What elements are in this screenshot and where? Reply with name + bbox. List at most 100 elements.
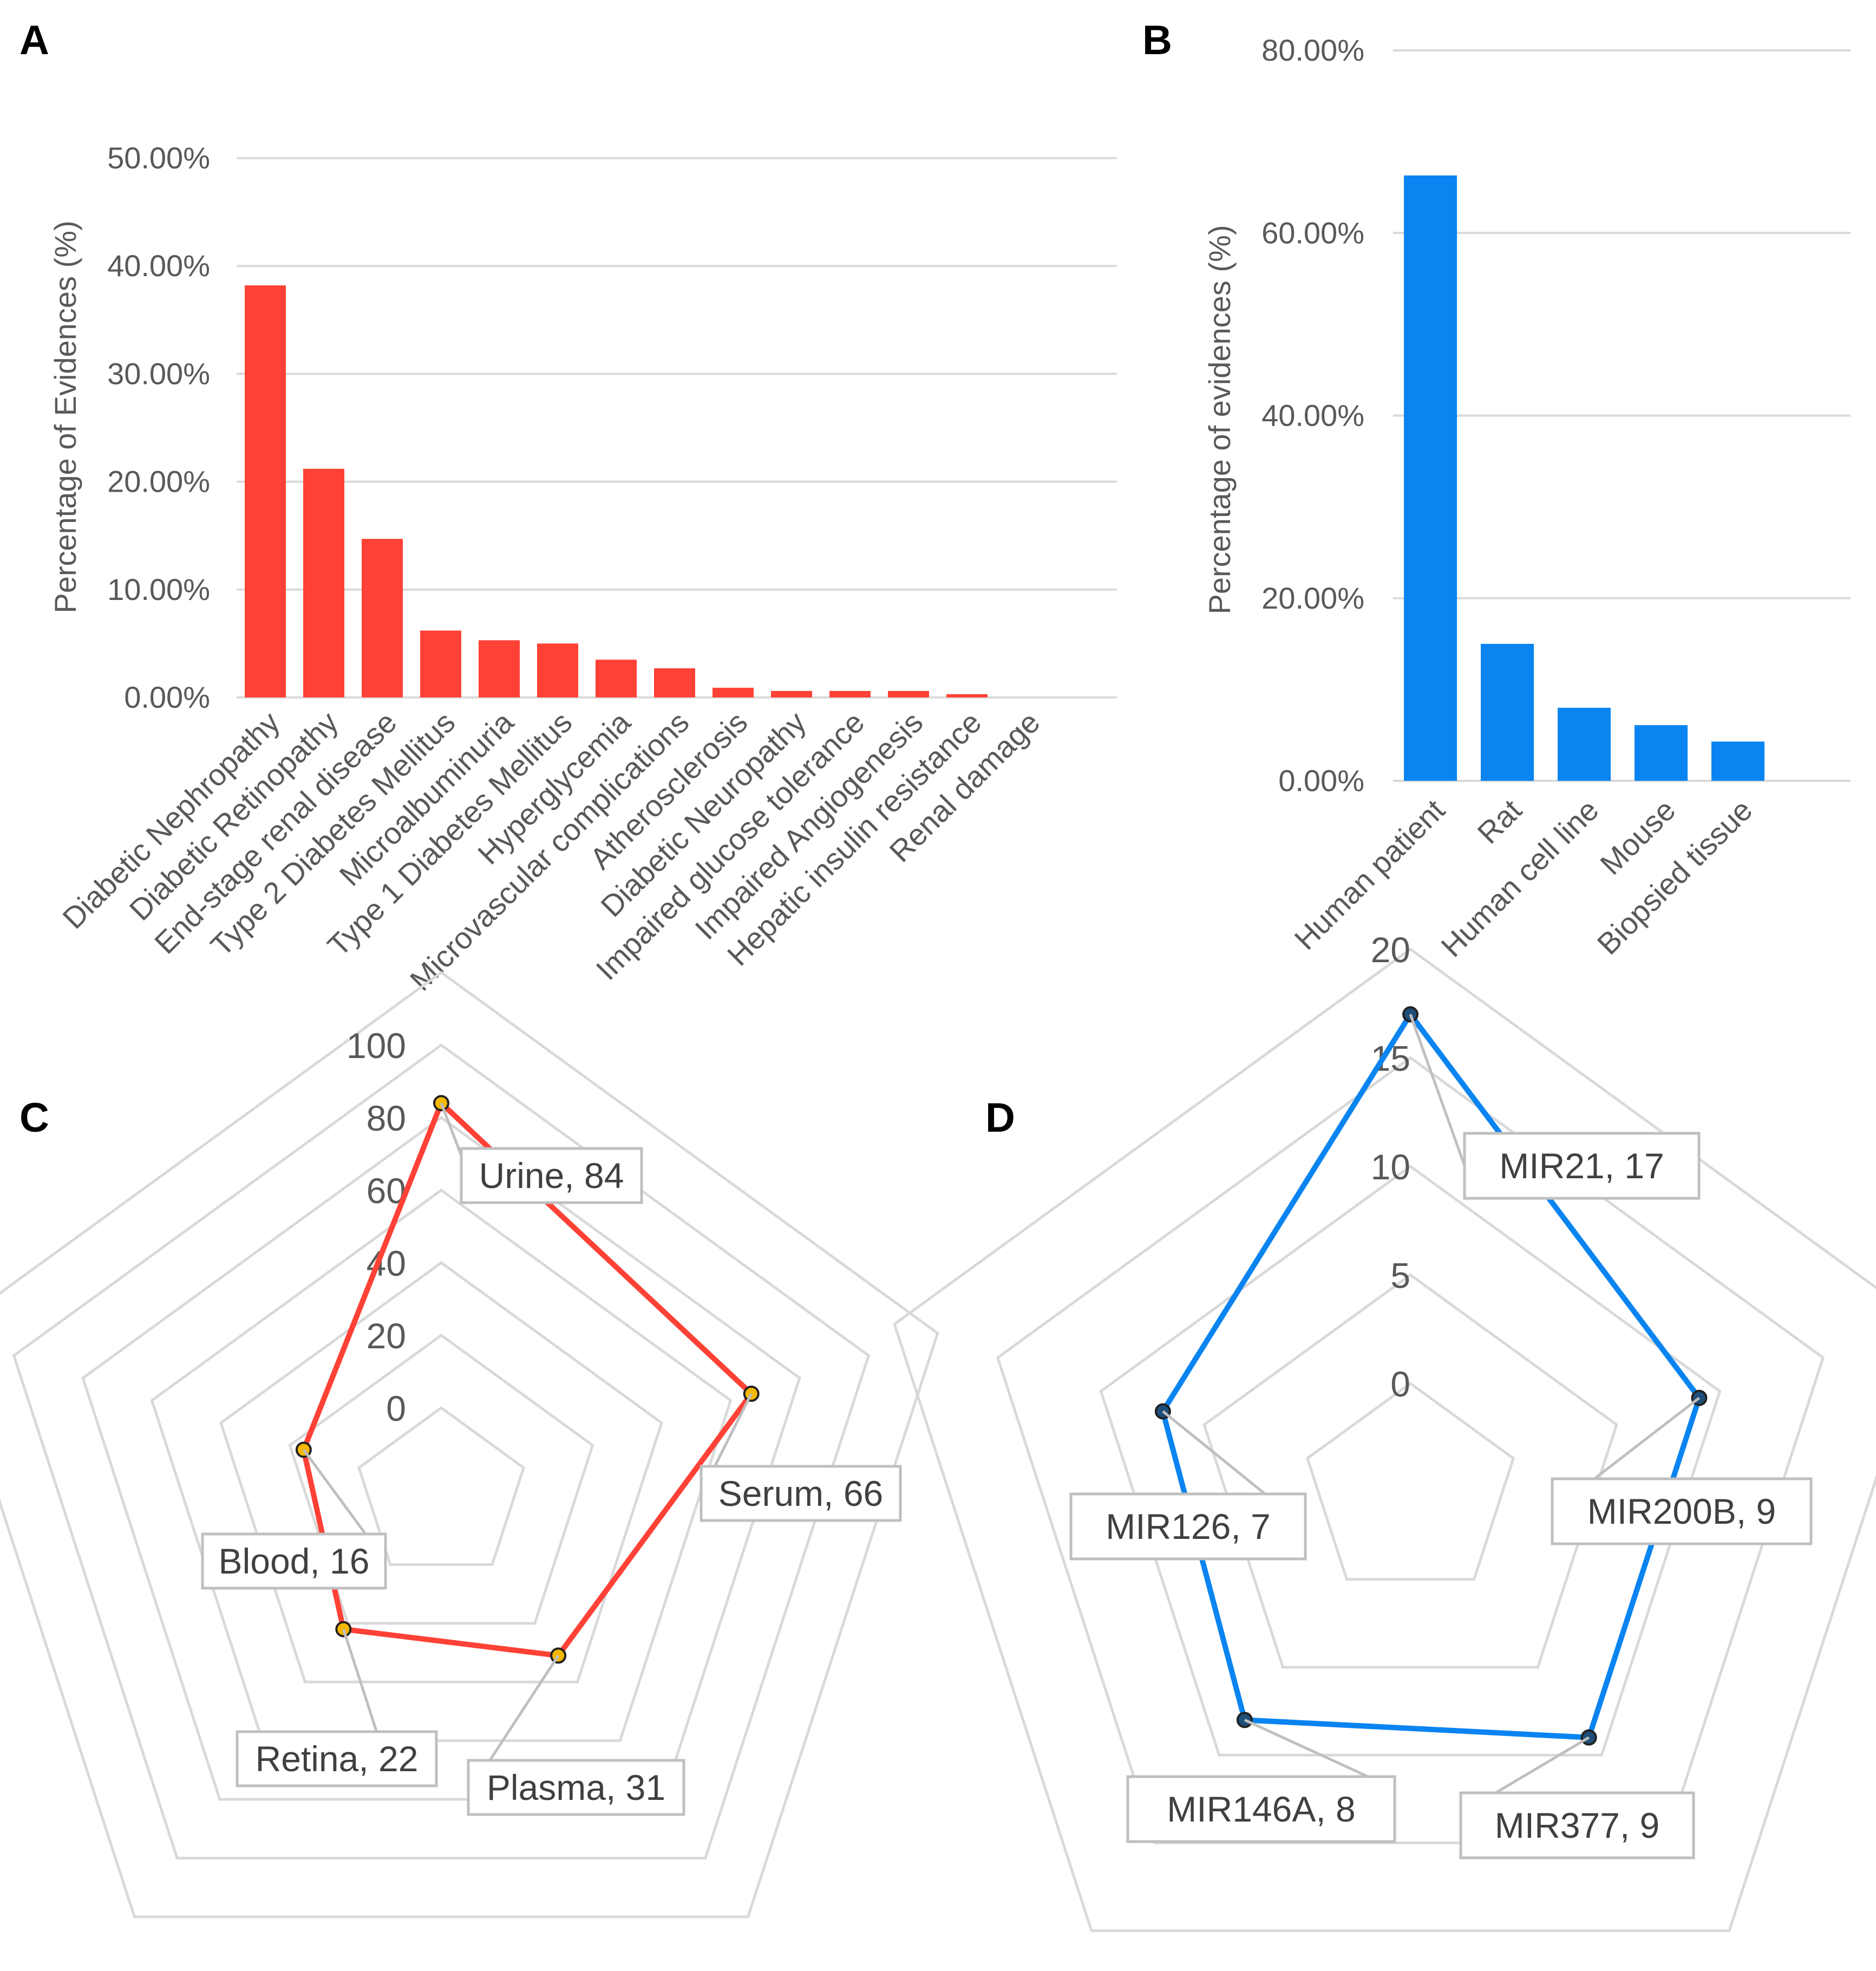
c-web-ring <box>357 1406 526 1566</box>
d-data-label: MIR21, 17 <box>1499 1146 1664 1186</box>
b-bar <box>1481 644 1534 781</box>
d-web-ring <box>1202 1273 1618 1669</box>
a-y-tick-label: 50.00% <box>107 141 210 175</box>
d-radial-tick-label: 5 <box>1390 1256 1410 1296</box>
chart-b-y-ticks: 0.00% 20.00% 40.00% 60.00% 80.00% <box>1261 33 1364 798</box>
d-data-label: MIR200B, 9 <box>1587 1491 1776 1531</box>
c-label-box <box>236 1730 438 1787</box>
chart-a-bars <box>245 285 988 697</box>
a-bar <box>420 630 461 697</box>
a-bar <box>596 660 637 697</box>
c-data-label: Blood, 16 <box>219 1541 370 1581</box>
c-web-ring <box>0 970 939 1918</box>
d-data-label: MIR377, 9 <box>1495 1805 1659 1845</box>
b-bar <box>1404 175 1457 781</box>
a-bar <box>829 691 871 697</box>
d-label-box <box>1551 1477 1813 1545</box>
b-y-tick-label: 60.00% <box>1261 216 1364 250</box>
a-y-tick-label: 40.00% <box>107 249 210 283</box>
b-bar <box>1711 741 1764 781</box>
d-data-label: MIR126, 7 <box>1106 1506 1270 1546</box>
a-bar <box>303 468 344 697</box>
c-label-leader <box>488 1655 560 1761</box>
panel-letter-c: C <box>19 1095 49 1141</box>
d-web-ring <box>1305 1381 1515 1581</box>
c-radial-tick-label: 100 <box>347 1026 406 1066</box>
c-label-leader <box>342 1628 378 1732</box>
d-radial-tick-label: 10 <box>1371 1147 1410 1187</box>
d-label-leader <box>1244 1719 1369 1778</box>
chart-c-series <box>295 1095 760 1664</box>
chart-b-bars <box>1404 175 1764 781</box>
chart-d-series <box>1154 1006 1708 1746</box>
chart-c-data-labels: Urine, 84 Serum, 66 Plasma, 31 Retina, 22 Bl… <box>201 1102 902 1816</box>
chart-b-gridlines <box>1393 49 1851 782</box>
c-label-box <box>467 1759 685 1816</box>
c-data-label: Retina, 22 <box>256 1739 419 1779</box>
a-y-tick-label: 20.00% <box>107 465 210 499</box>
d-web-ring <box>893 947 1876 1933</box>
panel-letter-d: D <box>985 1095 1015 1141</box>
chart-b-evidence-source-bar-chart: 0.00% 20.00% 40.00% 60.00% 80.00% Human pati… <box>1202 33 1851 963</box>
b-y-tick-label: 80.00% <box>1261 33 1364 67</box>
a-y-tick-label: 0.00% <box>124 680 210 714</box>
c-radial-tick-label: 20 <box>367 1316 406 1356</box>
a-bar <box>537 643 578 697</box>
chart-a-diagnosis-bar-chart: 0.00% 10.00% 20.00% 30.00% 40.00% 50.00% Diab… <box>48 141 1117 997</box>
d-web-ring <box>996 1056 1825 1844</box>
c-label-box <box>201 1532 387 1590</box>
a-y-tick-label: 30.00% <box>107 356 210 390</box>
b-y-tick-label: 0.00% <box>1278 763 1364 798</box>
a-bar <box>654 668 695 697</box>
c-web-ring <box>81 1115 801 1801</box>
panel-letter-b: B <box>1142 17 1172 63</box>
d-label-box <box>1126 1775 1396 1843</box>
a-bar <box>771 691 812 697</box>
b-y-tick-label: 40.00% <box>1261 399 1364 433</box>
d-label-box <box>1459 1791 1695 1859</box>
d-radial-tick-label: 20 <box>1371 930 1410 970</box>
chart-d-data-labels: MIR21, 17 MIR200B, 9 MIR377, 9 MIR146A, 8 MI… <box>1069 1014 1813 1859</box>
d-series-line <box>1160 1011 1702 1740</box>
d-label-box <box>1069 1492 1307 1561</box>
chart-c-radar-web <box>0 970 939 1918</box>
c-data-label: Urine, 84 <box>479 1156 624 1196</box>
c-web-ring <box>12 1043 871 1859</box>
c-data-label: Plasma, 31 <box>487 1767 665 1807</box>
d-data-label: MIR146A, 8 <box>1167 1789 1356 1829</box>
b-category-label: Rat <box>1470 793 1528 850</box>
c-radial-tick-label: 0 <box>386 1388 406 1428</box>
b-category-label: Human patient <box>1287 793 1451 956</box>
chart-a-y-axis-title: Percentage of Evidences (%) <box>48 220 82 613</box>
a-y-tick-label: 10.00% <box>107 572 210 606</box>
c-data-label: Serum, 66 <box>718 1473 883 1513</box>
a-bar <box>362 539 403 697</box>
d-label-leader <box>1495 1736 1590 1794</box>
panel-letter-a: A <box>19 17 49 63</box>
d-label-box <box>1463 1132 1701 1200</box>
b-bar <box>1558 708 1611 781</box>
c-label-box <box>460 1147 643 1204</box>
c-web-ring <box>219 1261 663 1683</box>
a-bar <box>713 688 754 697</box>
c-web-ring <box>150 1188 733 1742</box>
chart-a-y-ticks: 0.00% 10.00% 20.00% 30.00% 40.00% 50.00% <box>107 141 210 714</box>
a-bar <box>946 694 988 697</box>
a-bar <box>479 640 520 697</box>
c-label-box <box>700 1465 902 1522</box>
b-bar <box>1635 725 1688 781</box>
chart-b-y-axis-title: Percentage of evidences (%) <box>1202 225 1237 614</box>
b-y-tick-label: 20.00% <box>1261 581 1364 615</box>
c-series-line <box>300 1100 754 1659</box>
c-radial-tick-label: 80 <box>367 1098 406 1138</box>
a-bar <box>888 691 929 697</box>
a-bar <box>245 285 286 697</box>
d-radial-tick-label: 0 <box>1390 1364 1410 1404</box>
